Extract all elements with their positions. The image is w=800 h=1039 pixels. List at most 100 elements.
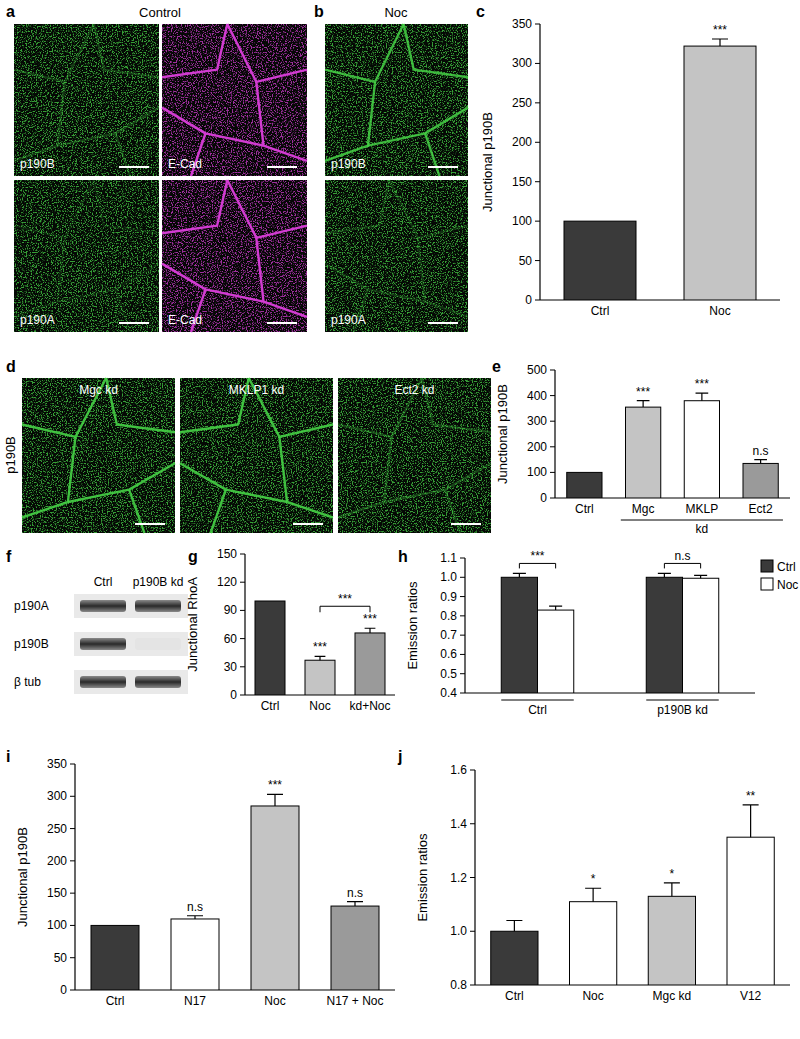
error-bar [506,921,522,932]
membrane [14,238,65,317]
y-tick [240,582,245,583]
membrane [445,490,460,533]
significance: *** [313,640,327,654]
y-axis [464,558,465,693]
membrane [116,289,131,332]
significance: *** [695,377,709,391]
tile-bg [162,24,307,176]
y-tick-label: 200 [47,854,67,868]
y-tick [550,472,555,473]
y-tick-label: 350 [512,17,532,31]
panel-title: Noc [384,5,408,20]
y-tick [470,877,475,878]
membrane [227,24,307,82]
plot-area [91,794,379,990]
bar [91,925,139,990]
y-label: Emission ratios [405,581,420,670]
y-tick [470,985,475,986]
x-tick-label: Mgc [632,502,655,516]
x-tick-label: kd+Noc [349,699,390,713]
x-tick-label: Noc [309,699,330,713]
y-tick-label: 100 [512,214,532,228]
membrane [325,82,375,161]
membrane [279,437,333,518]
y-tick-label: 1.1 [440,551,457,565]
y-tick-label: 1.0 [450,924,467,938]
error-bar [712,39,728,46]
membrane [389,180,468,238]
error-bar [315,656,326,660]
significance: *** [363,612,377,626]
y-tick [240,554,245,555]
bar [567,472,602,498]
scale-bar [451,523,481,525]
y-tick-label: 30 [224,660,238,674]
micrograph [14,24,159,176]
tile-label: Mgc kd [79,383,118,397]
y-tick [70,893,75,894]
y-tick-label: 250 [512,96,532,110]
y-tick-label: 150 [512,175,532,189]
blot-band [135,676,181,688]
y-tick-label: 50 [519,254,533,268]
blot-strip [74,594,188,618]
y-tick [70,764,75,765]
bar [646,577,682,693]
blot-row-label: β tub [14,675,41,689]
bar [171,919,219,990]
bar [727,837,774,985]
y-tick [460,558,465,559]
figure: aControlp190BE-Cadp190AE-CadbNocp190Bp19… [0,0,800,1039]
y-tick [535,260,540,261]
significance: n.s [753,444,769,458]
y-tick-label: 1.6 [450,763,467,777]
tile-bg [325,24,468,176]
scale-bar [293,523,323,525]
plot-area [255,601,385,695]
y-tick-label: 150 [47,886,67,900]
scale-bar [135,523,165,525]
group-line [646,700,719,701]
y-tick [470,770,475,771]
micrograph [325,24,468,176]
scale-bar [119,166,149,168]
x-tick-label: Ctrl [591,304,610,318]
y-tick-label: 1.0 [440,570,457,584]
plot-area [501,573,719,693]
bar [305,660,335,695]
y-tick-label: 0 [60,983,67,997]
y-tick [535,24,540,25]
side-label: p190B [3,436,18,474]
x-tick-label: Ect2 [749,502,773,516]
membrane [14,180,94,238]
significance: n.s [674,549,690,563]
y-tick [535,142,540,143]
y-tick-label: 0.8 [440,609,457,623]
membrane [338,437,392,518]
tile-bg [14,180,159,332]
tile-label: MKLP1 kd [229,383,284,397]
legend-label: Ctrl [777,560,796,574]
membrane [162,180,227,233]
micrograph [14,180,159,332]
error-bar [694,575,707,578]
y-tick-label: 50 [54,951,68,965]
y-tick-label: 1.2 [450,871,467,885]
legend-label: Noc [777,578,798,592]
tile-speckle [162,24,307,176]
y-tick [550,370,555,371]
tile-bg [180,378,333,533]
blot-row-label: p190A [14,599,49,613]
legend-swatch [761,578,773,590]
plot-area [564,39,756,300]
membrane [384,463,491,502]
y-tick [240,610,245,611]
x-tick-label: Noc [582,989,603,1003]
blot-column: Ctrl [94,575,113,589]
membrane [162,264,264,302]
x-tick-label: Noc [709,304,730,318]
y-axis [74,764,75,990]
bar [331,906,379,990]
y-tick-label: 0 [540,491,547,505]
y-tick [70,957,75,958]
